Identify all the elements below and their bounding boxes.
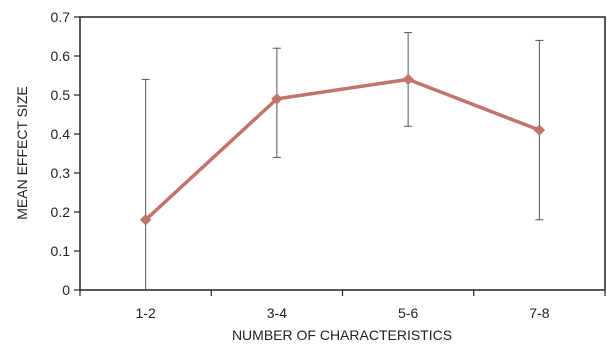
y-tick-label: 0.3 [51,165,71,181]
y-tick-label: 0.2 [51,204,71,220]
x-axis-title: NUMBER OF CHARACTERISTICS [232,327,452,343]
plot-area [79,16,606,291]
y-tick-label: 0.4 [51,126,71,142]
y-tick-label: 0.7 [51,9,71,25]
y-tick-label: 0.5 [51,87,71,103]
x-tick-label: 3-4 [267,305,287,321]
data-point [533,124,546,136]
x-tick-label: 5-6 [398,305,418,321]
data-point [402,73,414,86]
plot-frame [79,16,606,291]
data-series [139,73,546,226]
data-point [139,214,152,226]
series-line [144,77,541,222]
x-tick-label: 1-2 [136,305,156,321]
y-axis: 0 0.1 0.2 0.3 0.4 0.5 0.6 0.7 [51,9,80,298]
y-axis-title: MEAN EFFECT SIZE [14,86,30,220]
data-point [271,93,283,105]
y-tick-label: 0.1 [51,243,71,259]
y-tick-label: 0.6 [51,48,71,64]
x-axis: 1-2 3-4 5-6 7-8 [79,290,606,321]
y-tick-label: 0 [62,282,70,298]
error-bars [141,32,544,290]
x-tick-label: 7-8 [529,305,549,321]
